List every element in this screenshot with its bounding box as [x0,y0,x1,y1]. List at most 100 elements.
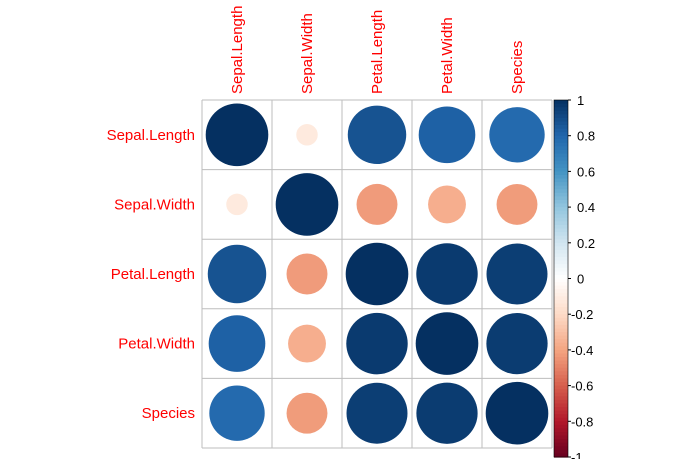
colorbar-segment [554,317,568,322]
colorbar-segment [554,396,568,401]
correlation-circle [356,183,398,225]
colorbar-segment [554,135,568,140]
correlation-circle [209,385,265,441]
row-label: Sepal.Length [107,127,195,144]
colorbar-segment [554,235,568,240]
colorbar-segment [554,160,568,165]
colorbar-segment [554,174,568,180]
colorbar-segment [554,446,568,451]
colorbar-segment [554,453,568,458]
colorbar-segment [554,110,568,115]
colorbar-segment [554,399,568,405]
colorbar-tick-label: 0 [577,272,584,287]
colorbar-segment [554,403,568,408]
colorbar-segment [554,257,568,262]
colorbar-segment [554,139,568,144]
colorbar-segment [554,171,568,176]
colorbar-segment [554,217,568,222]
colorbar-segment [554,103,568,108]
row-label: Species [142,405,195,422]
correlation-circle [208,315,266,372]
correlation-circle [346,312,408,375]
colorbar-segment [554,374,568,380]
colorbar-segment [554,299,568,305]
colorbar-segment [554,324,568,330]
correlation-circle [275,173,339,236]
colorbar-tick-label: -0.2 [571,307,593,322]
colorbar-segment [554,307,568,312]
correlation-circle [485,381,549,445]
colorbar-segment [554,421,568,426]
correlation-circle [415,312,479,375]
correlation-circle [205,103,269,167]
colorbar-segment [554,449,568,455]
correlation-circle [288,324,326,363]
colorbar-segment [554,432,568,437]
colorbar-segment [554,371,568,376]
colorbar-segment [554,435,568,440]
colorbar-segment [554,242,568,247]
colorbar-segment [554,328,568,333]
colorbar-segment [554,282,568,287]
colorbar-segment [554,339,568,344]
correlation-circle [286,392,328,434]
colorbar-segment [554,100,568,105]
colorbar-segment [554,124,568,130]
correlation-circle [486,312,548,375]
colorbar-tick-label: 0.4 [577,200,595,215]
colorbar-segment [554,392,568,397]
colorbar-segment [554,357,568,362]
colorbar-segment [554,292,568,297]
colorbar-segment [554,264,568,269]
colorbar-segment [554,253,568,258]
row-label: Petal.Length [111,266,195,283]
colorbar-segment [554,389,568,394]
correlation-circle [416,382,478,444]
colorbar-segment [554,192,568,197]
colorbar-segment [554,342,568,347]
colorbar-segment [554,214,568,219]
colorbar-segment [554,407,568,412]
colorbar-tick-label: -0.4 [571,343,593,358]
column-label: Species [509,41,526,94]
colorbar-segment [554,414,568,419]
colorbar-segment [554,382,568,387]
colorbar-segment [554,424,568,430]
colorbar-segment [554,314,568,319]
colorbar-segment [554,199,568,205]
colorbar-segment [554,367,568,372]
correlation-circle [286,253,328,295]
column-label: Petal.Length [369,10,386,94]
colorbar-tick-label: -0.6 [571,379,593,394]
colorbar-segment [554,117,568,123]
colorbar-segment [554,260,568,265]
colorbar-tick-label: -0.8 [571,414,593,429]
colorbar-segment [554,378,568,383]
colorbar-segment [554,439,568,444]
colorbar-segment [554,107,568,112]
correlation-circle [226,193,248,216]
colorbar-tick-label: 0.6 [577,164,595,179]
colorbar-segment [554,157,568,162]
column-label: Sepal.Width [299,13,316,94]
colorbar-segment [554,239,568,244]
colorbar-tick-label: -1 [571,450,583,459]
colorbar-segment [554,335,568,340]
colorbar-segment [554,385,568,390]
colorbar-tick-label: 0.8 [577,129,595,144]
colorbar-segment [554,428,568,433]
colorbar-segment [554,246,568,251]
colorbar-segment [554,167,568,172]
correlation-circle [489,107,545,163]
colorbar-segment [554,178,568,183]
colorbar-segment [554,132,568,137]
colorbar-segment [554,182,568,187]
colorbar-segment [554,153,568,158]
colorbar-segment [554,203,568,208]
colorbar-segment [554,232,568,237]
colorbar-segment [554,303,568,308]
colorbar-segment [554,364,568,369]
colorbar-segment [554,442,568,447]
colorbar-segment [554,285,568,290]
